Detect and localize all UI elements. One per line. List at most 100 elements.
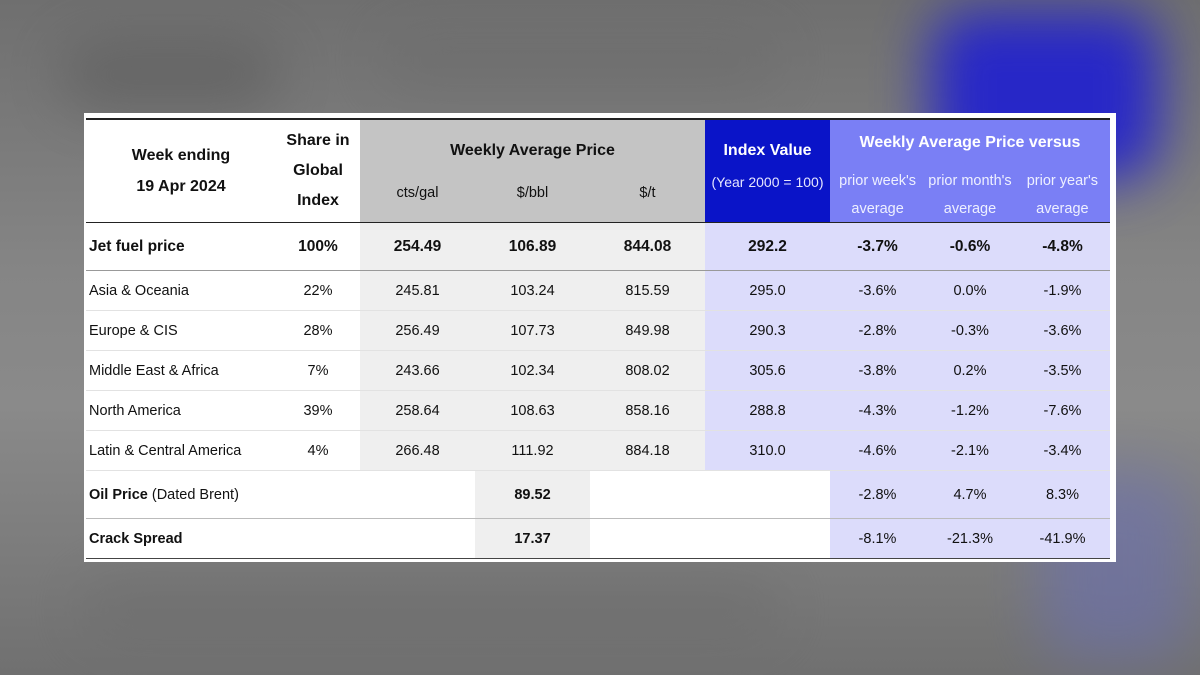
row-label: Latin & Central America <box>86 430 276 471</box>
index-cell: 290.3 <box>705 310 830 351</box>
table-header-row: Week ending 19 Apr 2024 Share in Global … <box>86 119 1110 223</box>
crack-spread-row: Crack Spread 17.37 -8.1% -21.3% -41.9% <box>86 518 1110 559</box>
week-change-cell: -2.8% <box>830 470 925 519</box>
unit-usd-bbl: $/bbl <box>516 185 549 201</box>
index-cell: 292.2 <box>705 222 830 271</box>
share-header-line: Index <box>297 192 339 209</box>
month-change-cell: 0.0% <box>925 270 1015 311</box>
empty-cell <box>360 470 475 519</box>
year-change-cell: -1.9% <box>1015 270 1110 311</box>
year-change-cell: -7.6% <box>1015 390 1110 431</box>
share-cell: 100% <box>276 222 360 271</box>
share-cell: 22% <box>276 270 360 311</box>
weekly-average-price-header: Weekly Average Price cts/gal $/bbl $/t <box>360 119 705 223</box>
year-change-cell: -3.5% <box>1015 350 1110 391</box>
usd-t-cell: 858.16 <box>590 390 705 431</box>
row-label: Middle East & Africa <box>86 350 276 391</box>
week-change-cell: -3.7% <box>830 222 925 271</box>
background-blur-shape <box>60 40 280 110</box>
table-row: Asia & Oceania 22% 245.81 103.24 815.59 … <box>86 270 1110 311</box>
share-cell: 28% <box>276 310 360 351</box>
row-label: Europe & CIS <box>86 310 276 351</box>
background-blur-shape <box>80 580 780 640</box>
table-row: Europe & CIS 28% 256.49 107.73 849.98 29… <box>86 310 1110 351</box>
row-label: Jet fuel price <box>86 222 276 271</box>
unit-usd-t: $/t <box>639 185 656 201</box>
week-change-cell: -4.3% <box>830 390 925 431</box>
year-change-cell: -3.4% <box>1015 430 1110 471</box>
oil-price-row: Oil Price (Dated Brent) 89.52 -2.8% 4.7%… <box>86 470 1110 519</box>
versus-title: Weekly Average Price versus <box>859 134 1081 151</box>
versus-col-label: average <box>943 201 997 217</box>
month-change-cell: 4.7% <box>925 470 1015 519</box>
table-row: North America 39% 258.64 108.63 858.16 2… <box>86 390 1110 431</box>
month-change-cell: -2.1% <box>925 430 1015 471</box>
share-cell: 4% <box>276 430 360 471</box>
month-change-cell: -0.3% <box>925 310 1015 351</box>
cts-gal-cell: 256.49 <box>360 310 475 351</box>
empty-cell <box>590 518 705 559</box>
weekly-average-price-title: Weekly Average Price <box>450 142 615 159</box>
share-cell: 39% <box>276 390 360 431</box>
usd-bbl-cell: 106.89 <box>475 222 590 271</box>
oil-price-suffix: (Dated Brent) <box>151 486 239 503</box>
versus-col-label: average <box>1036 201 1089 217</box>
cts-gal-cell: 245.81 <box>360 270 475 311</box>
empty-cell <box>360 518 475 559</box>
usd-bbl-cell: 108.63 <box>475 390 590 431</box>
versus-col-label: prior year's <box>1026 173 1098 189</box>
table-row: Middle East & Africa 7% 243.66 102.34 80… <box>86 350 1110 391</box>
index-cell: 288.8 <box>705 390 830 431</box>
week-change-cell: -3.6% <box>830 270 925 311</box>
usd-bbl-cell: 89.52 <box>475 470 590 519</box>
versus-col-week: prior week's average <box>830 167 925 223</box>
empty-cell <box>705 518 830 559</box>
oil-price-label: Oil Price <box>89 486 148 503</box>
versus-col-label: prior month's <box>928 173 1012 189</box>
index-cell: 295.0 <box>705 270 830 311</box>
versus-col-label: prior week's <box>839 173 917 189</box>
versus-header: Weekly Average Price versus prior week's… <box>830 119 1110 223</box>
usd-bbl-cell: 107.73 <box>475 310 590 351</box>
index-base-note: (Year 2000 = 100) <box>711 174 824 190</box>
cts-gal-cell: 254.49 <box>360 222 475 271</box>
month-change-cell: -1.2% <box>925 390 1015 431</box>
price-table-card: Week ending 19 Apr 2024 Share in Global … <box>84 113 1116 562</box>
usd-bbl-cell: 102.34 <box>475 350 590 391</box>
usd-bbl-cell: 103.24 <box>475 270 590 311</box>
week-change-cell: -4.6% <box>830 430 925 471</box>
share-cell: 7% <box>276 350 360 391</box>
empty-cell <box>590 470 705 519</box>
usd-t-cell: 815.59 <box>590 270 705 311</box>
week-ending-header: Week ending 19 Apr 2024 <box>86 119 276 223</box>
index-value-title: Index Value <box>723 142 812 159</box>
cts-gal-cell: 243.66 <box>360 350 475 391</box>
month-change-cell: 0.2% <box>925 350 1015 391</box>
week-change-cell: -3.8% <box>830 350 925 391</box>
month-change-cell: -0.6% <box>925 222 1015 271</box>
usd-t-cell: 884.18 <box>590 430 705 471</box>
row-label: Asia & Oceania <box>86 270 276 311</box>
year-change-cell: -4.8% <box>1015 222 1110 271</box>
usd-bbl-cell: 111.92 <box>475 430 590 471</box>
month-change-cell: -21.3% <box>925 518 1015 559</box>
jet-fuel-price-table: Week ending 19 Apr 2024 Share in Global … <box>86 118 1110 559</box>
usd-bbl-cell: 17.37 <box>475 518 590 559</box>
year-change-cell: -41.9% <box>1015 518 1110 559</box>
share-header-line: Share in <box>286 132 350 149</box>
year-change-cell: -3.6% <box>1015 310 1110 351</box>
empty-cell <box>276 518 360 559</box>
unit-cts-gal: cts/gal <box>396 185 439 201</box>
table-row: Latin & Central America 4% 266.48 111.92… <box>86 430 1110 471</box>
usd-t-cell: 844.08 <box>590 222 705 271</box>
week-change-cell: -8.1% <box>830 518 925 559</box>
row-label: Oil Price (Dated Brent) <box>86 470 276 519</box>
share-header: Share in Global Index <box>276 119 360 223</box>
cts-gal-cell: 258.64 <box>360 390 475 431</box>
year-change-cell: 8.3% <box>1015 470 1110 519</box>
index-cell: 310.0 <box>705 430 830 471</box>
week-change-cell: -2.8% <box>830 310 925 351</box>
background-blur-shape <box>380 30 780 90</box>
cts-gal-cell: 266.48 <box>360 430 475 471</box>
versus-col-month: prior month's average <box>925 167 1015 223</box>
